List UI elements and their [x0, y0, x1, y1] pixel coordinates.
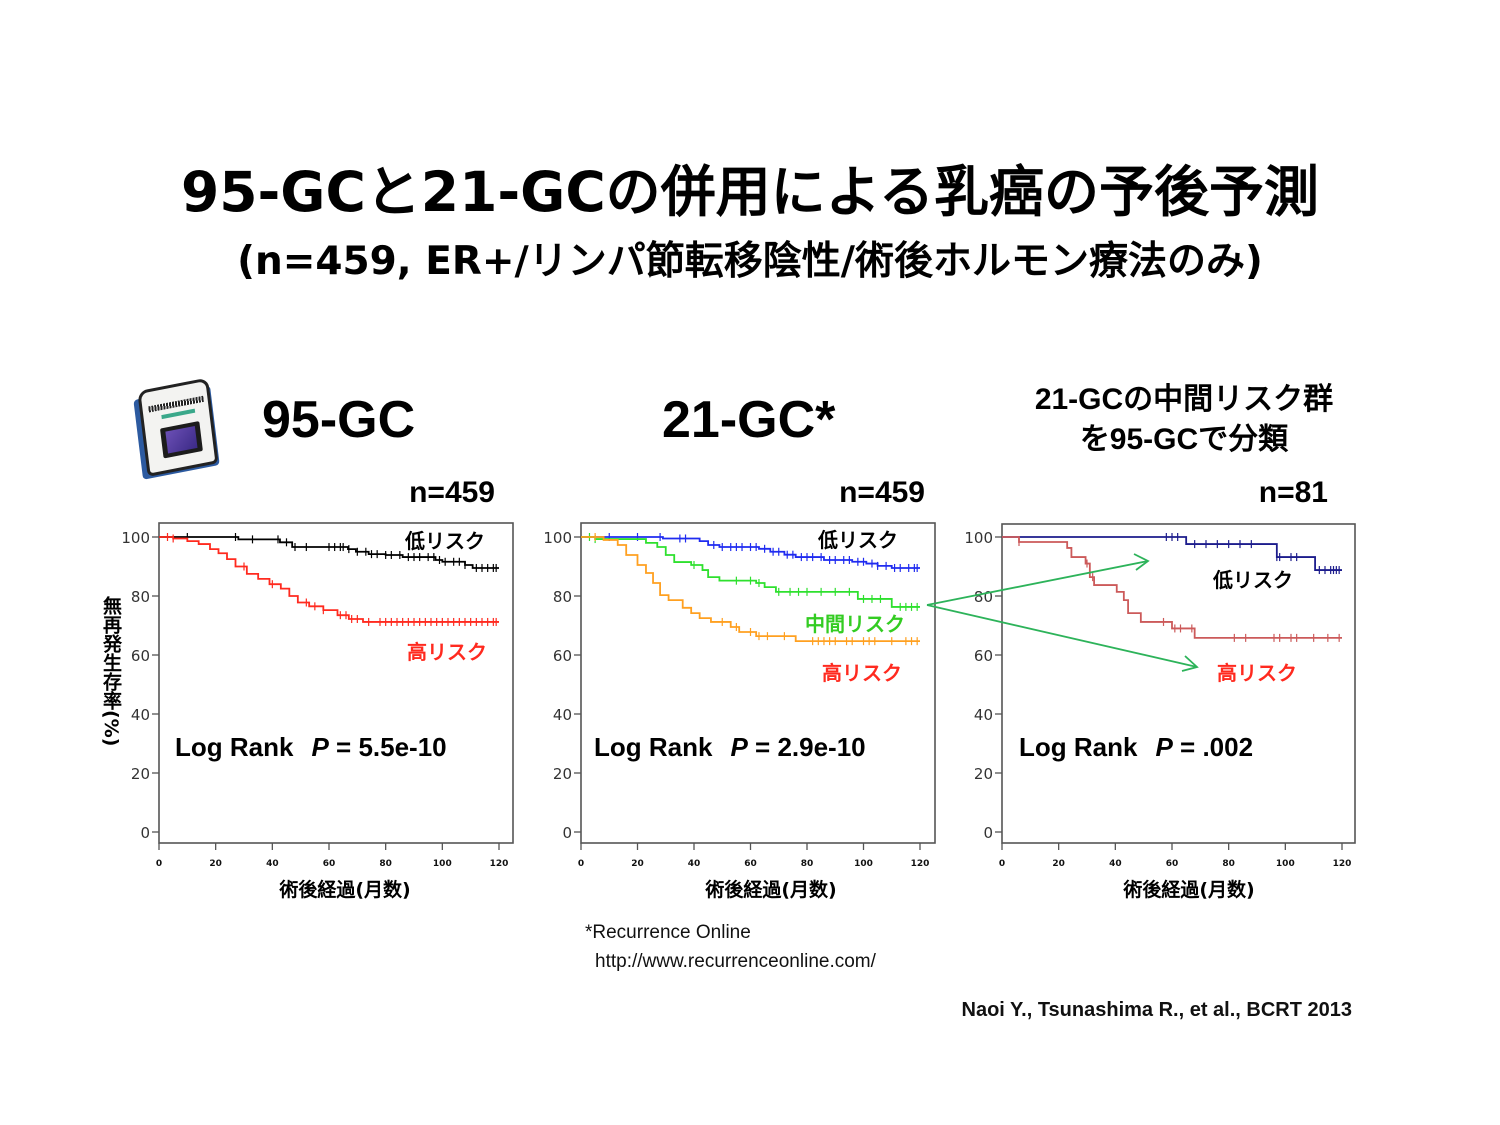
- survival-curve: [581, 536, 920, 643]
- slide-subtitle: (n=459, ER+/リンパ節転移陰性/術後ホルモン療法のみ): [237, 239, 1263, 284]
- survival-curve: [1002, 536, 1342, 639]
- y-tick-label: 40: [974, 706, 993, 724]
- y-tick-label: 60: [553, 647, 572, 665]
- y-axis-label: 無再発生存率(%): [100, 596, 122, 747]
- y-tick-label: 20: [131, 765, 150, 783]
- footnote-source: *Recurrence Online: [585, 922, 751, 943]
- y-tick-label: 20: [553, 765, 572, 783]
- citation: Naoi Y., Tsunashima R., et al., BCRT 201…: [961, 999, 1353, 1021]
- x-axis-label: 術後経過(月数): [705, 879, 837, 901]
- y-tick-label: 100: [121, 529, 150, 547]
- sample-size-label: n=81: [1258, 476, 1328, 509]
- series-3: [581, 533, 920, 646]
- y-tick-label: 0: [562, 824, 572, 842]
- x-tick-label: 120: [911, 859, 930, 869]
- p-value: = 5.5e-10: [336, 732, 447, 762]
- km-chart-2: 0 20 40 60 80 100 0 20 40 60 80 100 120: [543, 522, 936, 869]
- arrow-head-low-risk: [1133, 553, 1150, 571]
- series-label-low-risk: 低リスク: [1213, 568, 1293, 592]
- p-symbol: P: [730, 732, 748, 762]
- series-label-high-risk: 高リスク: [407, 640, 487, 664]
- series-2: [581, 533, 920, 611]
- y-tick-label: 60: [974, 647, 993, 665]
- stat-test-name: Log Rank: [1019, 732, 1138, 762]
- arrow-to-high-risk: [926, 604, 1198, 668]
- arrow-to-low-risk: [926, 560, 1149, 606]
- x-tick-label: 60: [323, 859, 336, 869]
- series-label-low-risk: 低リスク: [818, 528, 898, 552]
- y-tick-label: 80: [974, 588, 993, 606]
- log-rank-annotation: Log Rank P = 5.5e-10: [175, 731, 447, 763]
- y-tick-label: 0: [140, 824, 150, 842]
- x-tick-label: 100: [433, 859, 452, 869]
- panel-heading-95gc: 95-GC: [262, 391, 416, 449]
- series-1: [1002, 533, 1342, 575]
- x-tick-label: 20: [209, 859, 222, 869]
- footnote-url[interactable]: http://www.recurrenceonline.com/: [595, 951, 876, 972]
- y-tick-label: 80: [131, 588, 150, 606]
- stat-test-name: Log Rank: [175, 732, 294, 762]
- plot-frame: [580, 522, 936, 844]
- series-label-low-risk: 低リスク: [405, 529, 485, 553]
- y-tick-label: 60: [131, 647, 150, 665]
- panel-heading-combined-line1: 21-GCの中間リスク群: [1034, 383, 1334, 416]
- series-1: [159, 533, 499, 572]
- p-value: = 2.9e-10: [755, 732, 866, 762]
- x-tick-label: 100: [1276, 859, 1295, 869]
- arrow-head-high-risk: [1181, 655, 1199, 672]
- stat-test-name: Log Rank: [594, 732, 713, 762]
- x-tick-label: 40: [688, 859, 701, 869]
- y-tick-label: 100: [543, 529, 572, 547]
- x-tick-label: 80: [801, 859, 814, 869]
- y-tick-label: 100: [964, 529, 993, 547]
- log-rank-annotation: Log Rank P = .002: [1019, 731, 1253, 763]
- series-label-high-risk: 高リスク: [822, 661, 902, 685]
- plot-frame: [1001, 523, 1356, 844]
- y-tick-label: 80: [553, 588, 572, 606]
- x-tick-label: 0: [578, 859, 584, 869]
- series-2: [159, 533, 499, 626]
- y-tick-label: 40: [553, 706, 572, 724]
- x-tick-label: 0: [156, 859, 162, 869]
- x-tick-label: 60: [744, 859, 757, 869]
- x-tick-label: 100: [854, 859, 873, 869]
- x-axis-label: 術後経過(月数): [279, 879, 411, 901]
- sample-size-label: n=459: [839, 476, 925, 509]
- survival-curve: [1002, 536, 1342, 571]
- km-chart-1: 0 20 40 60 80 100 0 20 40 60 80 100 120: [121, 522, 514, 869]
- log-rank-annotation: Log Rank P = 2.9e-10: [594, 731, 866, 763]
- x-tick-label: 120: [1333, 859, 1352, 869]
- x-tick-label: 20: [1052, 859, 1065, 869]
- x-tick-label: 80: [379, 859, 392, 869]
- x-tick-label: 20: [631, 859, 644, 869]
- panel-heading-21gc: 21-GC*: [662, 391, 836, 449]
- x-axis-label: 術後経過(月数): [1123, 879, 1255, 901]
- series-1: [581, 533, 920, 572]
- series-label-high-risk: 高リスク: [1217, 661, 1297, 685]
- x-tick-label: 60: [1166, 859, 1179, 869]
- p-symbol: P: [1155, 732, 1173, 762]
- y-tick-label: 20: [974, 765, 993, 783]
- series-2: [1002, 536, 1342, 642]
- slide-title: 95-GCと21-GCの併用による乳癌の予後予測: [180, 160, 1320, 224]
- reclassification-arrows: [926, 553, 1199, 672]
- y-tick-label: 40: [131, 706, 150, 724]
- x-tick-label: 80: [1222, 859, 1235, 869]
- series-label-mid-risk: 中間リスク: [805, 612, 905, 636]
- p-value: = .002: [1180, 732, 1254, 762]
- panel-heading-combined-line2: を95-GCで分類: [1079, 423, 1289, 456]
- survival-curve: [159, 536, 499, 623]
- p-symbol: P: [311, 732, 329, 762]
- x-tick-label: 40: [1109, 859, 1122, 869]
- km-chart-3: 0 20 40 60 80 100 0 20 40 60 80 100 120: [964, 523, 1356, 869]
- plot-frame: [158, 522, 514, 844]
- x-tick-label: 40: [266, 859, 279, 869]
- y-tick-label: 0: [983, 824, 993, 842]
- sample-size-label: n=459: [409, 476, 495, 509]
- x-tick-label: 0: [999, 859, 1005, 869]
- x-tick-label: 120: [490, 859, 509, 869]
